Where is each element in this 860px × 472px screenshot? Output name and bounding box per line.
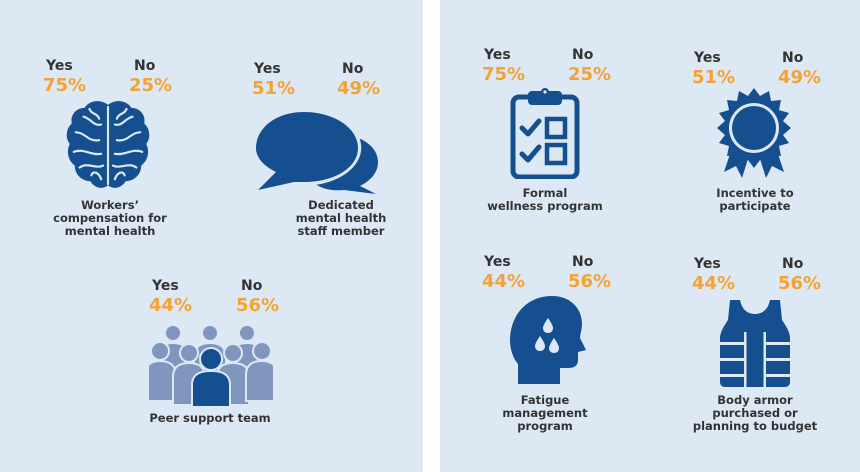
clipboard-checklist-icon xyxy=(510,88,580,179)
incentive-card: Yes No 51% 49% Incentive to participate xyxy=(650,0,860,230)
people-group-icon xyxy=(149,324,273,407)
caption-line: Formal xyxy=(522,186,568,200)
fatigue-program-card: Yes No 44% 56% Fatigue management progra… xyxy=(440,240,650,472)
caption-line: Workers’ xyxy=(81,198,139,212)
workers-comp-card: Yes No 75% 25% Workers’ compensation for… xyxy=(0,0,220,250)
no-label: No xyxy=(241,278,263,294)
caption-line: program xyxy=(517,419,573,433)
speech-bubbles-icon xyxy=(254,109,378,194)
yes-percent: 44% xyxy=(482,271,526,292)
no-percent: 56% xyxy=(236,295,280,316)
caption-line: Body armor xyxy=(717,393,793,407)
caption-line: Peer support team xyxy=(149,411,271,425)
body-armor-icon xyxy=(718,300,792,387)
yes-label: Yes xyxy=(484,47,511,63)
mental-health-staff-caption: Dedicated mental health staff member xyxy=(266,199,416,238)
sweating-head-icon xyxy=(510,296,586,384)
yes-label: Yes xyxy=(254,61,281,77)
yes-percent: 51% xyxy=(692,67,736,88)
yes-percent: 75% xyxy=(43,75,87,96)
award-ribbon-icon xyxy=(717,88,791,178)
no-label: No xyxy=(782,50,804,66)
yes-label: Yes xyxy=(152,278,179,294)
no-label: No xyxy=(782,256,804,272)
caption-line: participate xyxy=(719,199,791,213)
no-percent: 25% xyxy=(568,64,612,85)
incentive-caption: Incentive to participate xyxy=(680,187,830,213)
yes-label: Yes xyxy=(694,256,721,272)
yes-percent: 75% xyxy=(482,64,526,85)
caption-line: staff member xyxy=(297,224,385,238)
right-panel: Yes No 75% 25% Formal wellness program Y… xyxy=(440,0,860,472)
body-armor-card: Yes No 44% 56% Body armor purchased or p… xyxy=(650,240,860,472)
no-percent: 25% xyxy=(129,75,173,96)
caption-line: mental health xyxy=(295,211,387,225)
fatigue-program-caption: Fatigue management program xyxy=(470,394,620,433)
yes-percent: 44% xyxy=(692,273,736,294)
wellness-program-caption: Formal wellness program xyxy=(470,187,620,213)
peer-support-card: Yes No 44% 56% Peer support team xyxy=(100,265,330,465)
yes-label: Yes xyxy=(694,50,721,66)
no-percent: 49% xyxy=(337,78,381,99)
yes-percent: 44% xyxy=(149,295,193,316)
body-armor-caption: Body armor purchased or planning to budg… xyxy=(675,394,835,433)
wellness-program-card: Yes No 75% 25% Formal wellness program xyxy=(440,0,650,230)
no-label: No xyxy=(572,254,594,270)
no-percent: 56% xyxy=(568,271,612,292)
caption-line: management xyxy=(502,406,588,420)
workers-comp-caption: Workers’ compensation for mental health xyxy=(30,199,190,238)
peer-support-caption: Peer support team xyxy=(125,412,295,425)
no-percent: 56% xyxy=(778,273,822,294)
yes-percent: 51% xyxy=(252,78,296,99)
caption-line: Fatigue xyxy=(520,393,570,407)
caption-line: wellness program xyxy=(487,199,603,213)
brain-icon xyxy=(66,101,150,188)
caption-line: compensation for xyxy=(53,211,167,225)
yes-label: Yes xyxy=(484,254,511,270)
caption-line: Dedicated xyxy=(308,198,374,212)
mental-health-staff-card: Yes No 51% 49% Dedicated mental health s… xyxy=(220,0,423,250)
caption-line: planning to budget xyxy=(692,419,818,433)
no-label: No xyxy=(342,61,364,77)
left-panel: Yes No 75% 25% Workers’ compensation for… xyxy=(0,0,423,472)
no-percent: 49% xyxy=(778,67,822,88)
caption-line: Incentive to xyxy=(716,186,794,200)
yes-label: Yes xyxy=(46,58,73,74)
caption-line: purchased or xyxy=(712,406,798,420)
caption-line: mental health xyxy=(64,224,156,238)
no-label: No xyxy=(572,47,594,63)
no-label: No xyxy=(134,58,156,74)
